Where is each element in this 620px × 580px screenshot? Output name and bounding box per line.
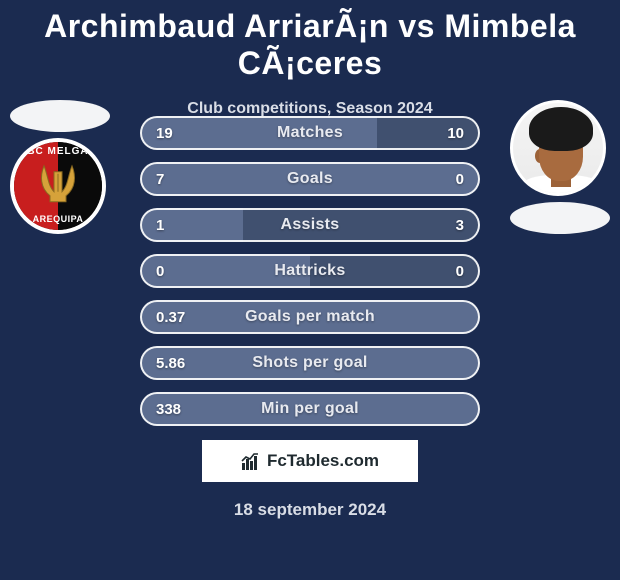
stat-row: 0.37Goals per match [140,300,480,334]
club-crest-left: BC MELGA AREQUIPA [10,138,106,234]
stat-row: 338Min per goal [140,392,480,426]
player-right-column [510,100,610,234]
stat-value-left: 338 [156,401,181,418]
face-hair [529,107,593,151]
stat-label: Matches [142,124,478,142]
stat-value-left: 19 [156,125,173,142]
stat-label: Assists [142,216,478,234]
flag-ellipse-left [10,100,110,132]
stat-row: 19Matches10 [140,116,480,150]
stat-row: 0Hattricks0 [140,254,480,288]
player-left-column: BC MELGA AREQUIPA [10,100,110,234]
stat-value-left: 0.37 [156,309,185,326]
stat-value-right: 0 [456,263,464,280]
stat-label: Goals [142,170,478,188]
stat-row: 1Assists3 [140,208,480,242]
stat-value-right: 3 [456,217,464,234]
page-title: Archimbaud ArriarÃ¡n vs Mimbela CÃ¡ceres [0,0,620,82]
content-root: Archimbaud ArriarÃ¡n vs Mimbela CÃ¡ceres… [0,0,620,580]
player-photo-right [510,100,606,196]
lyre-icon [38,162,78,206]
crest-bottom-text: AREQUIPA [14,214,102,224]
stat-label: Goals per match [142,308,478,326]
stat-value-left: 5.86 [156,355,185,372]
stat-value-right: 0 [456,171,464,188]
stat-value-left: 1 [156,217,164,234]
stat-label: Shots per goal [142,354,478,372]
stat-label: Min per goal [142,400,478,418]
stat-row: 5.86Shots per goal [140,346,480,380]
stats-table: 19Matches107Goals01Assists30Hattricks00.… [140,116,480,438]
watermark-box: FcTables.com [202,440,418,482]
fctables-logo-icon [241,451,261,471]
date-text: 18 september 2024 [0,500,620,520]
stat-value-left: 0 [156,263,164,280]
stat-value-left: 7 [156,171,164,188]
stat-row: 7Goals0 [140,162,480,196]
watermark-text: FcTables.com [267,451,379,471]
stat-label: Hattricks [142,262,478,280]
flag-ellipse-right [510,202,610,234]
stat-value-right: 10 [447,125,464,142]
crest-top-text: BC MELGA [14,146,102,157]
